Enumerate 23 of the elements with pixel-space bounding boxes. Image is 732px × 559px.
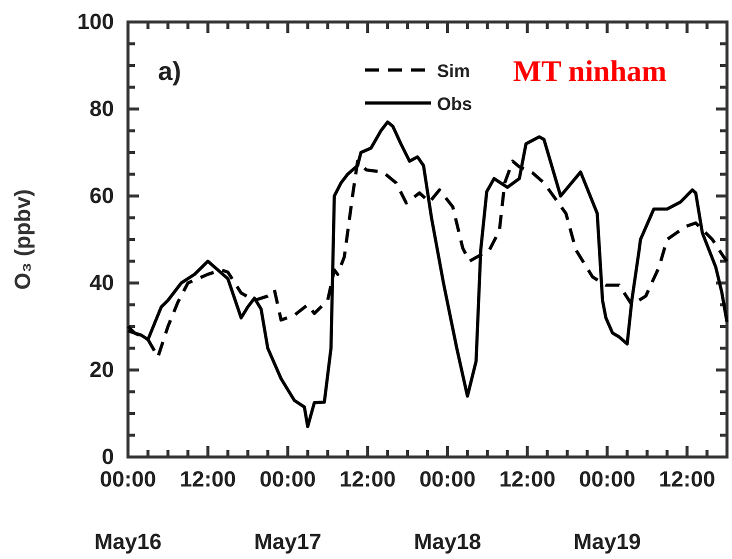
x-tick-label: 12:00	[658, 466, 716, 492]
text: May17	[254, 529, 322, 554]
x-tick-label: 12:00	[339, 466, 396, 492]
y-tick-label: 60	[90, 183, 114, 208]
text: May19	[574, 529, 641, 554]
y-tick-label: 20	[90, 357, 114, 382]
x-tick-label: 00:00	[419, 466, 476, 492]
y-tick-label: 40	[90, 270, 114, 296]
text: May16	[94, 529, 162, 554]
x-tick-label: 00:00	[260, 466, 316, 492]
y-tick-label: 80	[90, 96, 114, 122]
x-tick-label: 12:00	[180, 466, 236, 492]
x-tick-label: 00:00	[100, 466, 156, 492]
annotation: a)	[158, 56, 182, 86]
text: May18	[414, 529, 482, 554]
x-tick-label: 12:00	[499, 466, 556, 492]
legend-label: Sim	[437, 61, 470, 81]
x-tick-label: 00:00	[579, 466, 636, 492]
y-tick-label: 100	[77, 9, 114, 34]
y-tick-label: 0	[102, 444, 114, 470]
legend-label: Obs	[437, 94, 472, 114]
annotation: MT ninham	[513, 55, 667, 88]
y-axis-title: O₃ (ppbv)	[10, 189, 35, 290]
